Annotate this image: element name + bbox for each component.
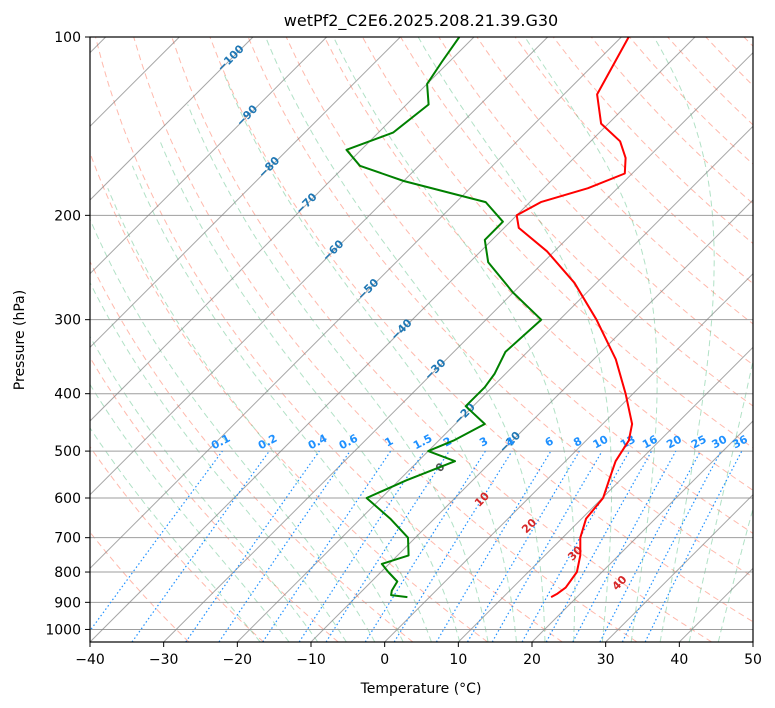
mixing-ratio-line (218, 450, 351, 642)
y-tick-label: 800 (54, 565, 81, 581)
isotherm-line (236, 125, 753, 642)
x-tick-label: 20 (523, 652, 541, 668)
dry-adiabat-line (95, 37, 563, 642)
x-tick-label: 30 (597, 652, 615, 668)
mixing-ratio-line (298, 450, 425, 642)
mixing-ratio-line (325, 450, 450, 642)
y-tick-label: 700 (54, 531, 81, 547)
dry-adiabat-line (247, 37, 753, 578)
isotherm-line (90, 37, 696, 642)
moist-adiabat-line (524, 37, 658, 642)
isotherm-line (90, 37, 622, 570)
x-tick-label: 0 (380, 652, 389, 668)
x-tick-label: −20 (223, 652, 253, 668)
y-tick-label: 500 (54, 444, 81, 460)
moist-adiabat-line (223, 72, 517, 642)
mixing-ratio-label: 25 (689, 433, 709, 452)
plot-background (90, 37, 753, 642)
mixing-ratio-label: 30 (710, 433, 730, 452)
isotherm-line (384, 272, 753, 642)
dry-adiabat-line (323, 37, 753, 491)
mixing-ratio-label: 20 (664, 433, 684, 452)
mixing-ratio-line (572, 450, 677, 642)
y-axis-label: Pressure (hPa) (12, 290, 28, 390)
dry-adiabat-line (209, 37, 753, 623)
dry-adiabat-line (90, 445, 264, 642)
moist-adiabat-line (333, 37, 576, 642)
x-tick-label: 10 (449, 652, 467, 668)
moist-adiabat-line (688, 358, 753, 642)
y-tick-label: 300 (54, 313, 81, 329)
mixing-ratio-line (545, 450, 653, 642)
isotherm-line (90, 37, 549, 496)
isotherm-line (90, 37, 328, 275)
x-axis-label: Temperature (°C) (360, 681, 482, 697)
y-tick-label: 100 (54, 30, 81, 46)
dewpoint-profile-line (345, 37, 543, 599)
moist-adiabat-line (107, 188, 404, 642)
moist-adiabat-line (265, 37, 546, 642)
mixing-ratio-label: 16 (640, 433, 660, 452)
y-tick-label: 900 (54, 595, 81, 611)
moist-adiabat-line (90, 281, 347, 642)
x-tick-label: −10 (296, 652, 326, 668)
x-tick-label: 40 (670, 652, 688, 668)
mixing-ratio-line (131, 450, 270, 642)
isotherm-line (752, 641, 753, 642)
sounding-profiles (345, 37, 634, 599)
mixing-ratio-line (90, 450, 223, 632)
isotherm-line (163, 51, 753, 642)
plot-frame (89, 36, 754, 643)
isotherm-line (90, 37, 254, 201)
y-axis: 1000 900 800 700 600 500 400 300 200 100 (45, 30, 90, 638)
moist-adiabat-line (653, 37, 715, 642)
mixing-ratio-line (644, 450, 743, 642)
dry-adiabat-line (514, 37, 753, 285)
isotherm-line (605, 493, 753, 642)
x-axis: −40 −30 −20 −10 0 10 20 30 40 50 (75, 642, 762, 668)
mixing-ratio-label: 10 (591, 433, 611, 452)
isotherm-line (457, 346, 753, 642)
moist-adiabat-line (417, 37, 613, 642)
dry-adiabat-line (133, 37, 638, 642)
background-lines (90, 37, 753, 642)
temperature-profile-line (515, 37, 634, 598)
moist-adiabat-line (90, 383, 290, 642)
mixing-ratio-line (262, 450, 392, 642)
dry-adiabat-line (285, 37, 753, 535)
x-tick-label: −40 (75, 652, 105, 668)
isotherm-line (310, 199, 753, 642)
mixing-ratio-label: 36 (730, 433, 750, 452)
isotherm-line (531, 420, 753, 642)
x-tick-label: 50 (744, 652, 762, 668)
moist-adiabat-line (90, 335, 319, 642)
dry-adiabat-line (90, 260, 414, 642)
y-tick-label: 600 (54, 491, 81, 507)
moist-adiabat-line (187, 104, 489, 642)
chart-title: wetPf2_C2E6.2025.208.21.39.G30 (284, 11, 558, 31)
moist-adiabat-line (717, 506, 753, 642)
moist-adiabat-line (90, 427, 261, 642)
isotherm-line (90, 37, 475, 422)
y-tick-label: 400 (54, 387, 81, 403)
dry-adiabat-line (476, 37, 753, 325)
mixing-ratio-line (393, 450, 513, 642)
x-tick-label: −30 (149, 652, 179, 668)
dry-adiabat-line (171, 37, 712, 642)
dry-adiabat-line (90, 356, 339, 642)
y-tick-label: 200 (54, 208, 81, 224)
y-tick-label: 1000 (45, 622, 81, 638)
mixing-ratio-line (185, 450, 320, 642)
isotherm-line (90, 37, 401, 349)
moist-adiabat-line (131, 165, 432, 642)
